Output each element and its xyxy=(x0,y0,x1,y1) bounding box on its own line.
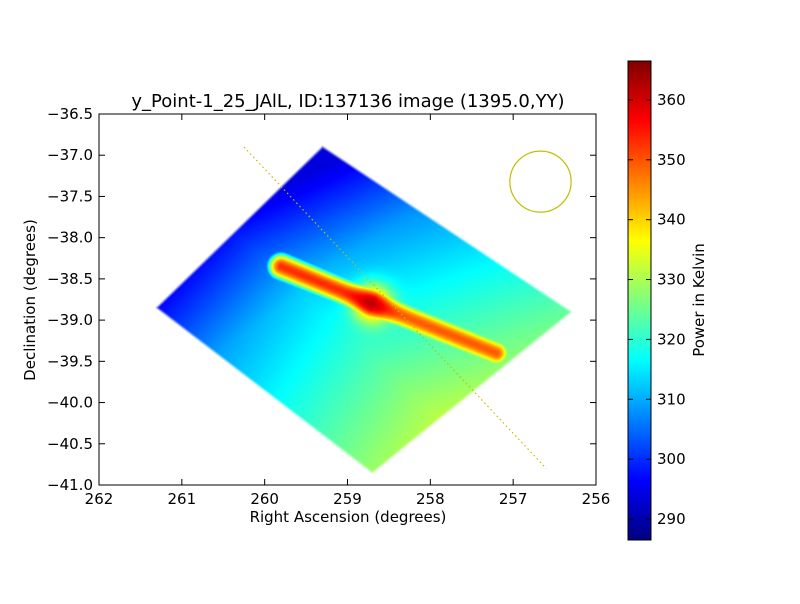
x-tick-label: 257 xyxy=(499,490,528,508)
x-tick-label: 256 xyxy=(582,490,611,508)
colorbar-tick-label: 360 xyxy=(657,91,686,109)
y-axis: −36.5 −37.0 −37.5 −38.0 −38.5 −39.0 −39.5 −40.0… xyxy=(47,105,596,494)
x-tick-label: 262 xyxy=(85,490,114,508)
colorbar xyxy=(627,60,652,541)
x-tick-label: 259 xyxy=(333,490,362,508)
heatmap-raster-container xyxy=(99,114,596,485)
colorbar-tick-label: 330 xyxy=(657,271,686,289)
colorbar-tick-label: 340 xyxy=(657,211,686,229)
y-tick-label: −40.0 xyxy=(47,394,93,412)
y-axis-label: Declination (degrees) xyxy=(21,219,39,381)
y-tick-label: −37.5 xyxy=(47,187,93,205)
heatmap-raster xyxy=(99,114,596,485)
colorbar-label: Power in Kelvin xyxy=(690,243,708,357)
y-tick-label: −38.0 xyxy=(47,229,93,247)
x-tick-label: 260 xyxy=(250,490,279,508)
x-axis-label: Right Ascension (degrees) xyxy=(250,508,447,526)
colorbar-axis: 290 300 310 320 330 340 350 360 xyxy=(628,91,686,528)
x-tick-label: 261 xyxy=(168,490,197,508)
y-tick-label: −36.5 xyxy=(47,105,93,123)
y-tick-label: −37.0 xyxy=(47,146,93,164)
colorbar-tick-label: 300 xyxy=(657,450,686,468)
beam-circle xyxy=(509,150,572,213)
colorbar-tick-label: 310 xyxy=(657,390,686,408)
scan-line xyxy=(243,146,547,469)
x-tick-label: 258 xyxy=(416,490,445,508)
y-tick-label: −39.0 xyxy=(47,311,93,329)
overlay-layer xyxy=(243,146,572,469)
y-tick-label: −41.0 xyxy=(47,476,93,494)
chart-title: y_Point-1_25_JAlL, ID:137136 image (1395… xyxy=(131,91,564,112)
y-tick-label: −39.5 xyxy=(47,352,93,370)
colorbar-tick-label: 290 xyxy=(657,510,686,528)
colorbar-tick-label: 350 xyxy=(657,151,686,169)
y-tick-label: −40.5 xyxy=(47,435,93,453)
colorbar-tick-label: 320 xyxy=(657,330,686,348)
y-tick-label: −38.5 xyxy=(47,270,93,288)
x-axis: 262 261 260 259 258 257 256 xyxy=(85,114,611,508)
